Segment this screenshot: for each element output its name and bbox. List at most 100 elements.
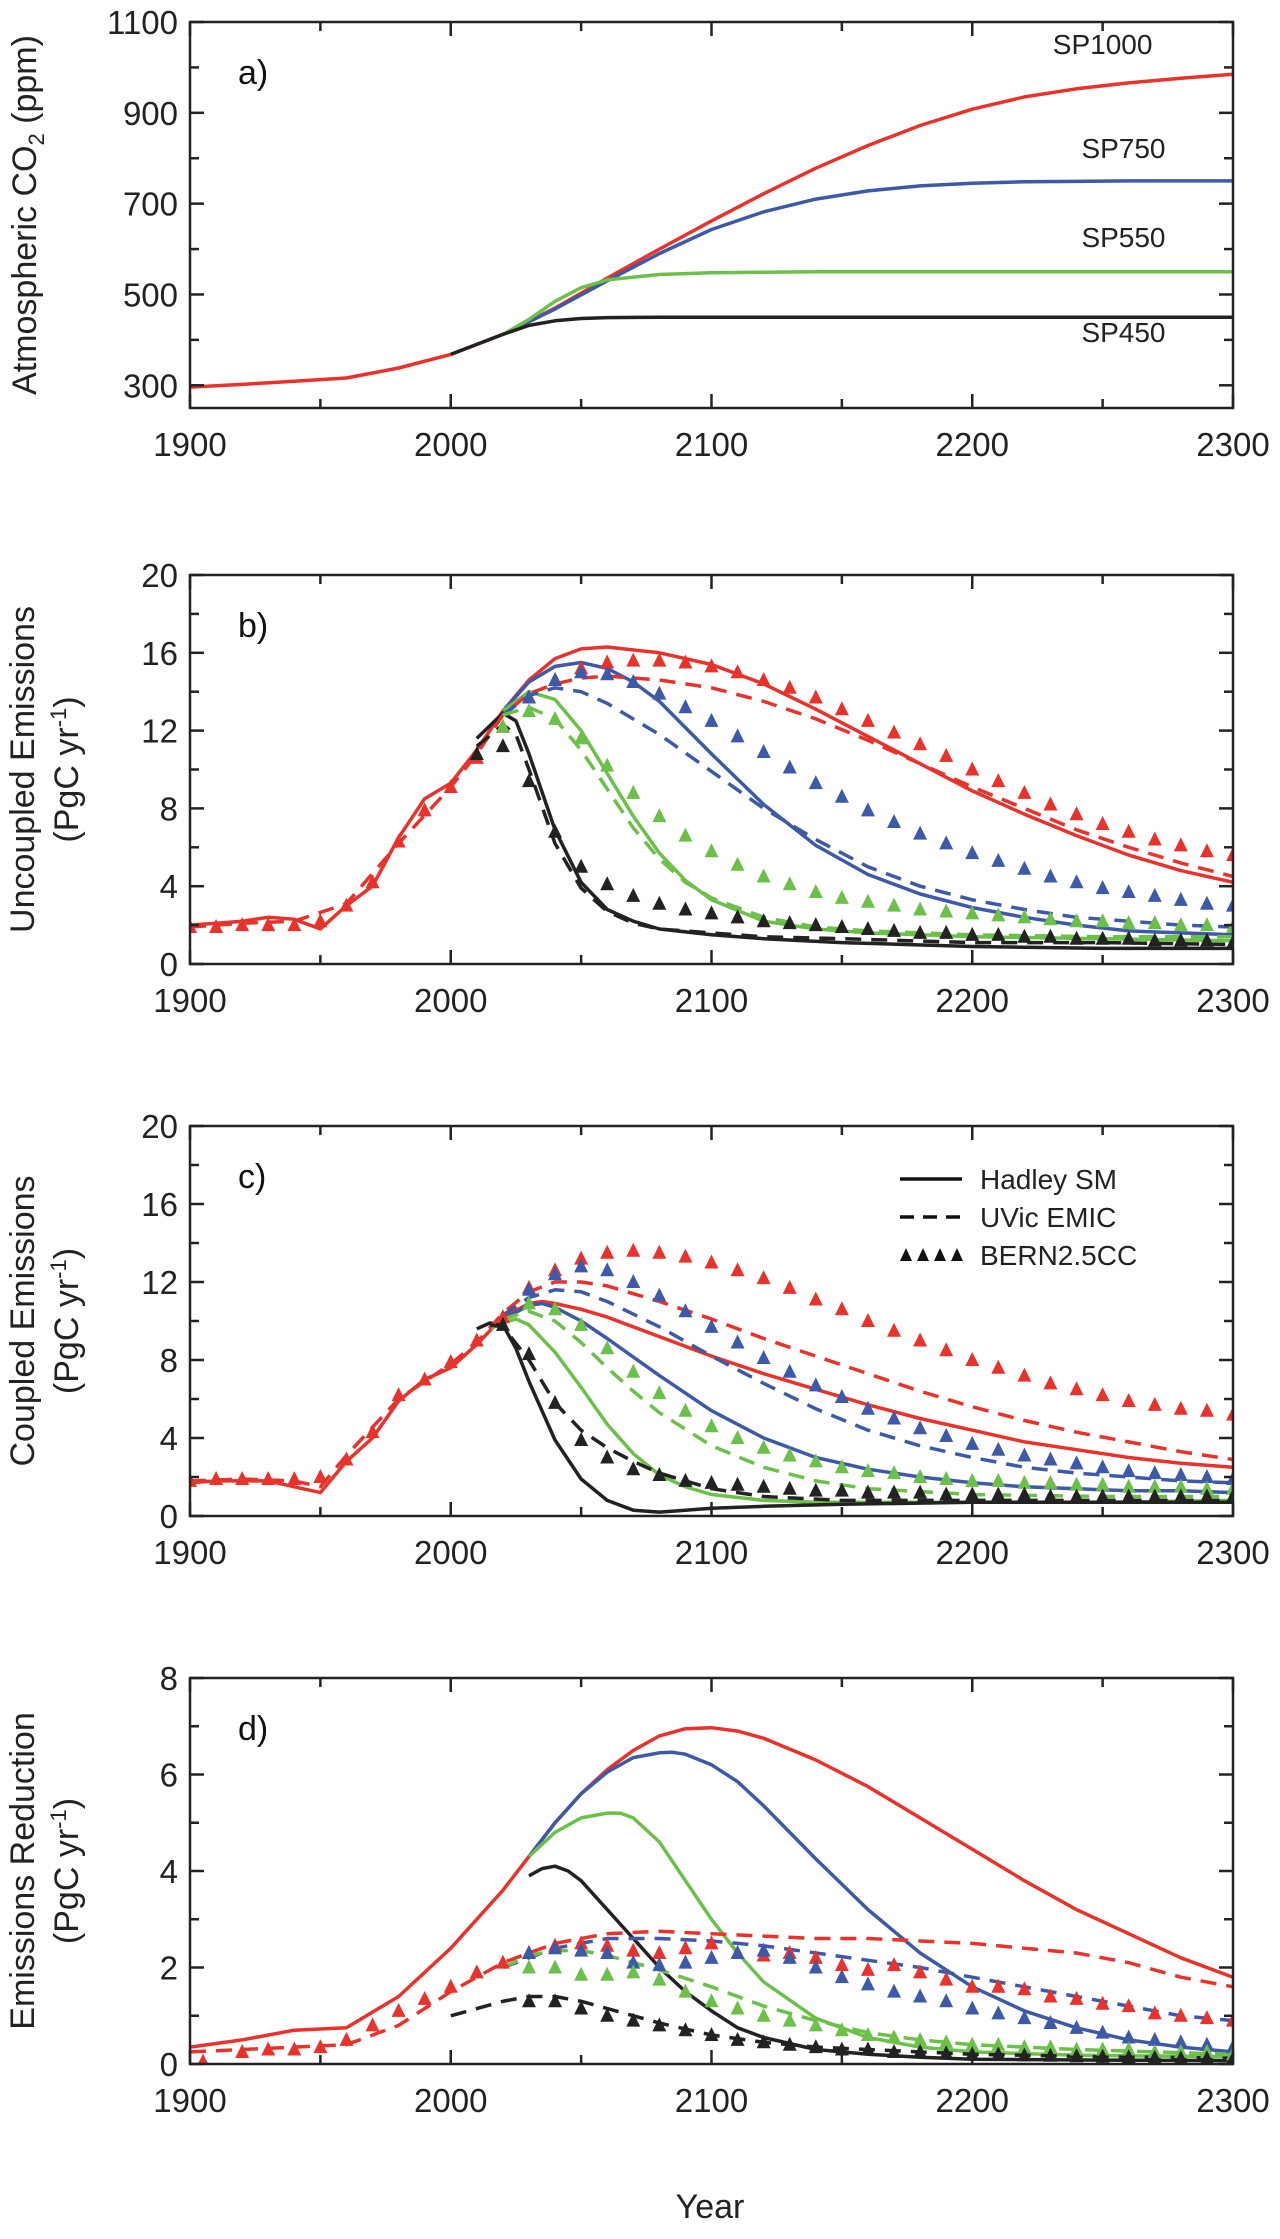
panel-c: 1900 2000 2100 2200 2300 0 4 8 12 16 20 c) Coupled E… (4, 1108, 1270, 1571)
data-point (548, 823, 563, 838)
data-point (1121, 2049, 1136, 2064)
data-point (1226, 934, 1233, 949)
data-point (1017, 1447, 1032, 1462)
data-point (860, 1961, 875, 1976)
legend: Hadley SM UVic EMIC BERN2.5CC (900, 1164, 1137, 1271)
data-point (626, 887, 641, 902)
data-point (730, 728, 745, 743)
data-point (1121, 1998, 1136, 2013)
x-tick-label: 2000 (414, 1534, 487, 1571)
data-point (652, 685, 667, 700)
legend-marker (934, 1248, 946, 1261)
data-point (652, 808, 667, 823)
data-point (678, 1248, 693, 1263)
data-point (1043, 1375, 1058, 1390)
data-point (365, 2017, 380, 2032)
data-point (991, 773, 1006, 788)
data-point (1199, 1469, 1214, 1483)
data-point (209, 1470, 224, 1485)
data-point (626, 1954, 641, 1969)
data-point (574, 1942, 589, 1957)
y-tick-label: 4 (160, 868, 178, 905)
y-tick-label: 700 (123, 186, 178, 223)
x-tick-label: 2300 (1196, 2082, 1269, 2119)
data-point (808, 1959, 823, 1974)
data-point (965, 845, 980, 860)
data-point (913, 1964, 928, 1979)
data-point (1121, 915, 1136, 930)
data-point (887, 1484, 902, 1499)
data-point (678, 1983, 693, 1998)
data-point (1147, 1465, 1162, 1480)
data-point (704, 1254, 719, 1269)
data-point (808, 775, 823, 790)
data-point (391, 1387, 406, 1402)
y-axis-title: Coupled Emissions (4, 1175, 42, 1466)
data-point (1199, 2010, 1214, 2025)
series-sp550-triangles (495, 703, 1233, 934)
series-sp750-triangles (521, 1258, 1233, 1485)
y-tick-label: 500 (123, 276, 178, 313)
data-point (808, 917, 823, 932)
data-point (834, 919, 849, 934)
data-point (808, 689, 823, 704)
data-point (495, 1309, 510, 1324)
y-tick-label: 12 (141, 1264, 178, 1301)
data-point (756, 2034, 771, 2049)
data-point (730, 2031, 745, 2046)
data-point (1147, 1488, 1162, 1503)
data-point (1226, 897, 1233, 912)
legend-marker (917, 1248, 929, 1261)
data-point (939, 924, 954, 939)
series-sp750-solid (502, 179, 1233, 336)
panel-label: b) (238, 607, 268, 645)
data-point (782, 1480, 797, 1495)
data-point (574, 1316, 589, 1331)
data-point (991, 2005, 1006, 2020)
legend-label: Hadley SM (980, 1164, 1117, 1195)
data-point (1226, 1480, 1233, 1495)
series-sp450-dashed (475, 723, 1233, 947)
data-point (1226, 1406, 1233, 1421)
data-point (965, 1978, 980, 1993)
legend-label: BERN2.5CC (980, 1240, 1137, 1271)
data-point (626, 1363, 641, 1378)
series-sp750-dashed (501, 686, 1233, 929)
data-point (626, 652, 641, 667)
x-tick-label: 2300 (1196, 982, 1269, 1019)
data-point (782, 1363, 797, 1378)
data-point (730, 1476, 745, 1491)
data-point (1017, 909, 1032, 924)
data-point (1043, 1451, 1058, 1466)
data-point (391, 833, 406, 848)
data-point (991, 2046, 1006, 2061)
data-point (860, 1976, 875, 1991)
data-point (1173, 2050, 1188, 2064)
data-point (991, 1359, 1006, 1374)
data-point (730, 1945, 745, 1960)
data-point (626, 673, 641, 688)
data-point (756, 672, 771, 687)
data-point (287, 917, 302, 932)
series-sp450-solid (450, 315, 1233, 357)
data-point (469, 745, 484, 760)
y-axis-title: Emissions Reduction (4, 1712, 42, 2029)
x-tick-label: 2300 (1196, 426, 1269, 463)
y-tick-label: 12 (141, 713, 178, 750)
data-point (939, 1428, 954, 1443)
x-tick-label: 2100 (675, 1534, 748, 1571)
data-point (600, 876, 615, 891)
data-point (939, 835, 954, 850)
data-point (1043, 2014, 1058, 2029)
data-point (782, 1447, 797, 1462)
data-point (834, 1969, 849, 1984)
x-tick-label: 2000 (414, 982, 487, 1019)
data-point (1173, 1488, 1188, 1503)
panel-label: a) (238, 54, 268, 92)
data-point (1121, 884, 1136, 899)
series-sp550-dashed (502, 705, 1233, 939)
data-point (913, 825, 928, 840)
x-tick-label: 2200 (936, 2082, 1009, 2119)
data-point (1121, 1392, 1136, 1407)
